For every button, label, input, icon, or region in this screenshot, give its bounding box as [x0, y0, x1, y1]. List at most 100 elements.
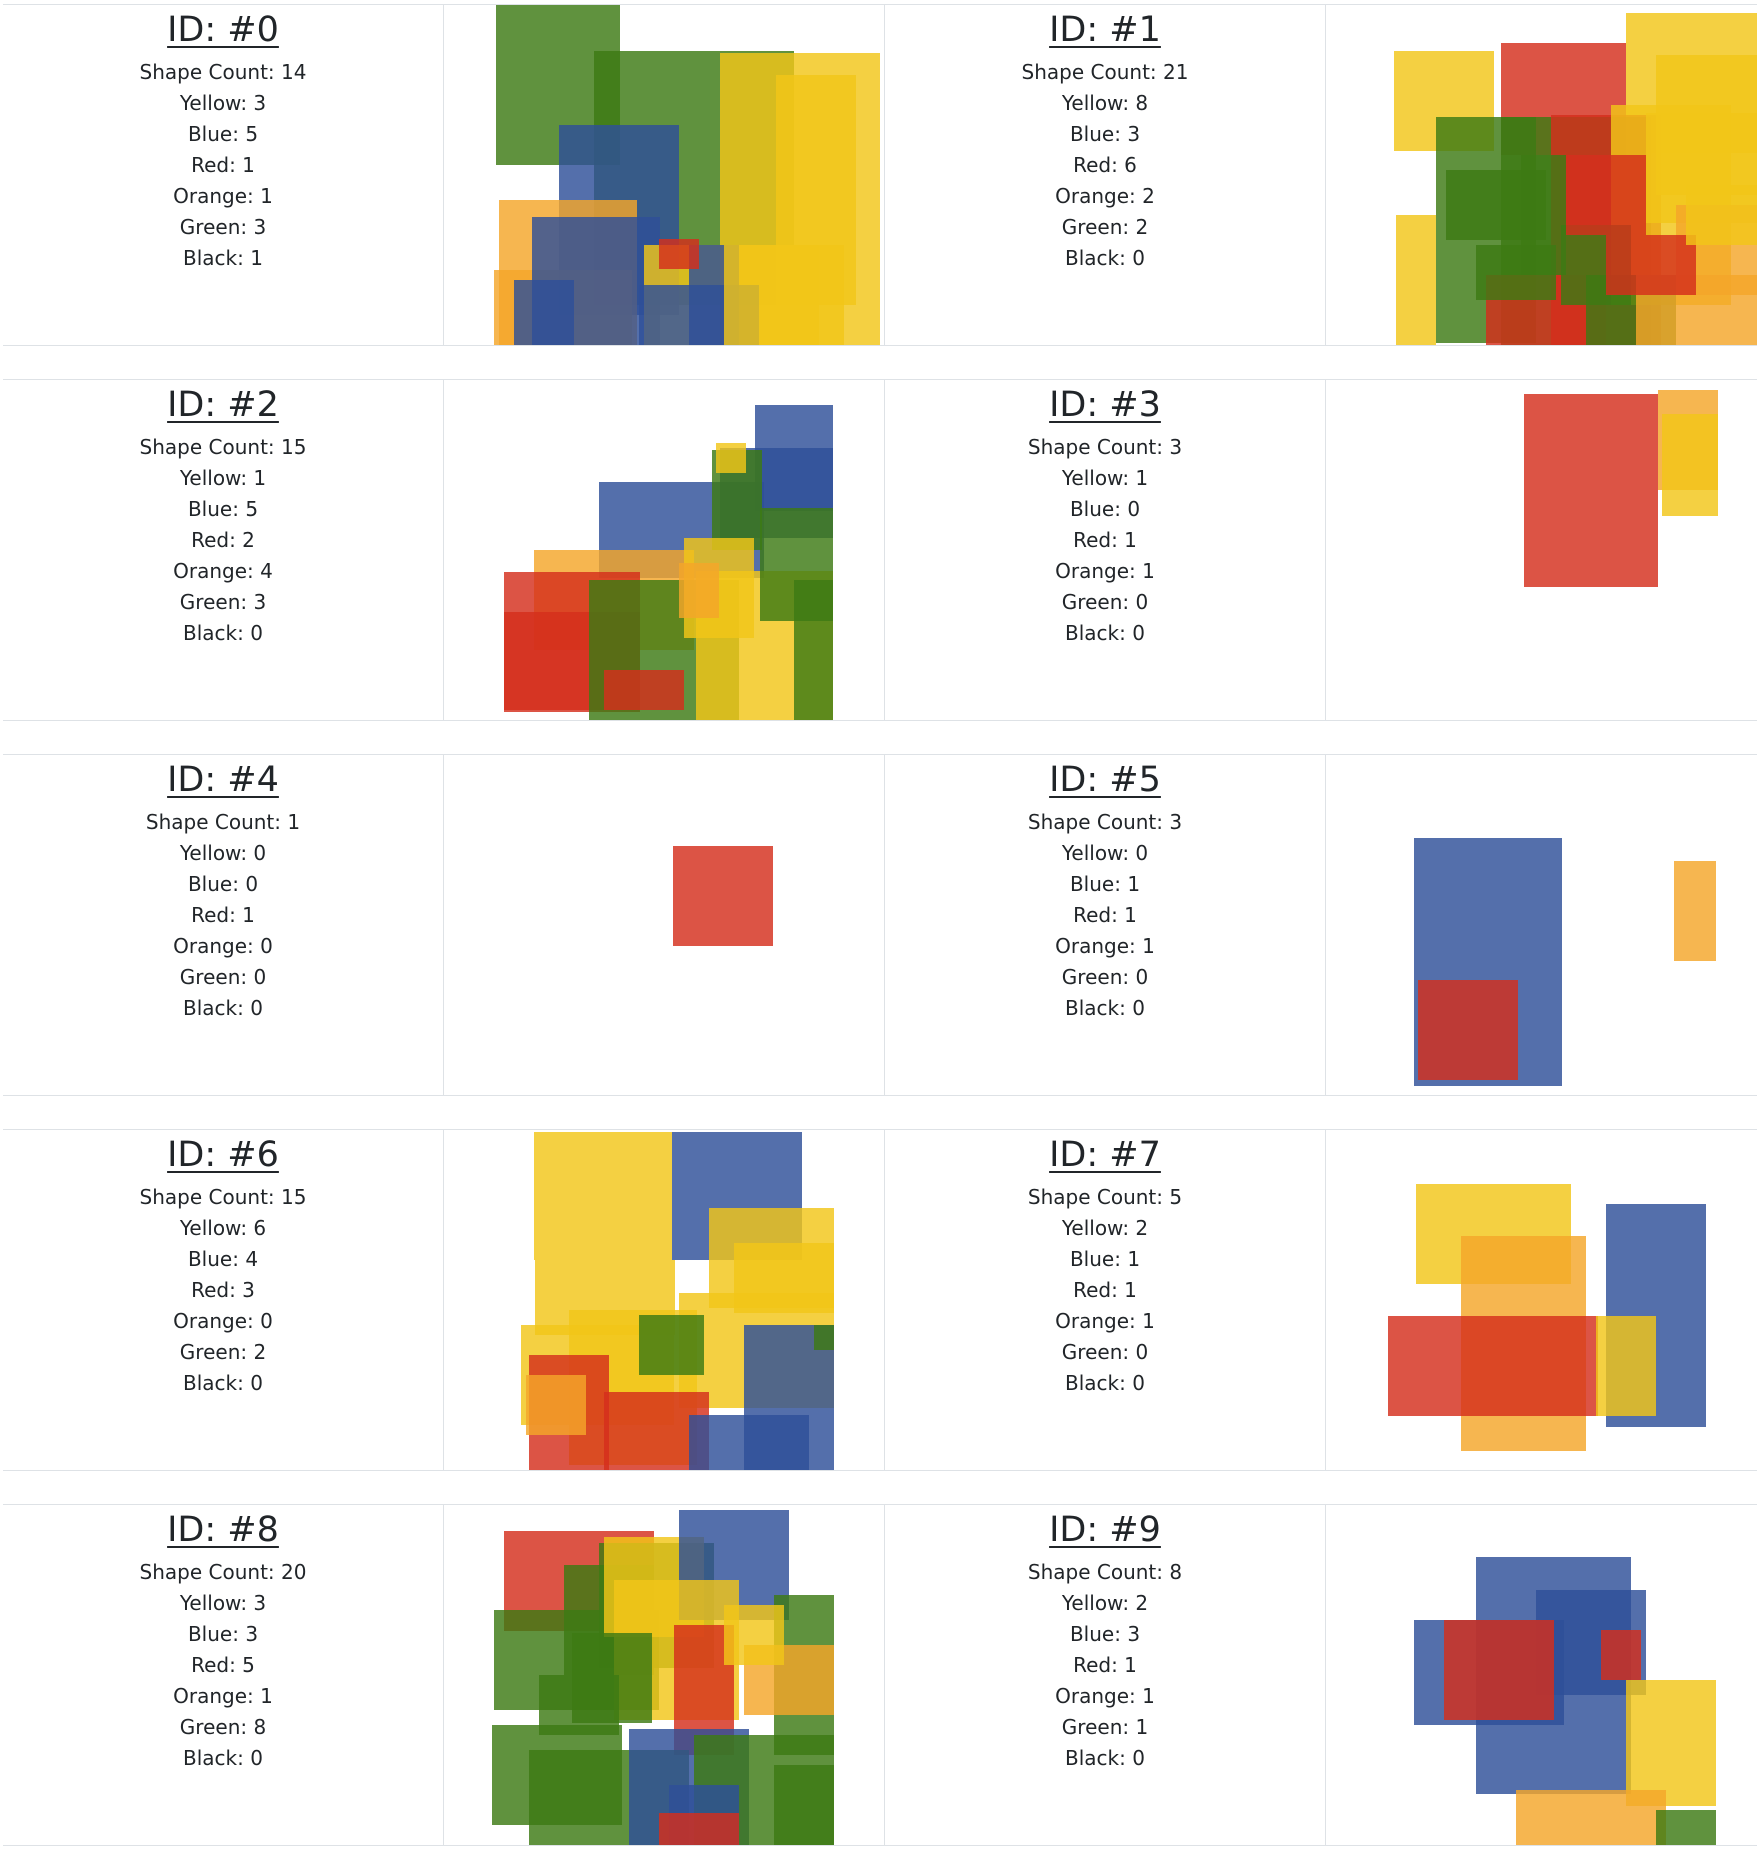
card-row: ID: #8 Shape Count: 20 Yellow: 3 Blue: 3… — [3, 1504, 1757, 1846]
green-rectangle — [539, 1675, 619, 1735]
shape-canvas-0 — [444, 5, 884, 345]
red-rectangle — [659, 239, 699, 269]
shape-canvas-3 — [1326, 380, 1757, 720]
stat-red: Red: 6 — [1073, 153, 1137, 177]
shape-canvas-2 — [444, 380, 884, 720]
stat-green: Green: 2 — [179, 1340, 267, 1364]
yellow-rectangle — [1656, 55, 1757, 195]
stat-black: Black: 0 — [1065, 621, 1145, 645]
stat-orange: Orange: 2 — [1055, 184, 1155, 208]
card-info-0: ID: #0 Shape Count: 14 Yellow: 3 Blue: 5… — [3, 5, 443, 345]
stat-red: Red: 1 — [1073, 1653, 1137, 1677]
stat-black: Black: 1 — [183, 246, 263, 270]
stat-orange: Orange: 4 — [173, 559, 273, 583]
stat-green: Green: 0 — [1061, 965, 1149, 989]
stat-green: Green: 2 — [1061, 215, 1149, 239]
stat-orange: Orange: 1 — [173, 1684, 273, 1708]
stat-shape-count: Shape Count: 5 — [1027, 1185, 1183, 1209]
stat-shape-count: Shape Count: 15 — [139, 1185, 307, 1209]
stat-shape-count: Shape Count: 15 — [139, 435, 307, 459]
card-info-1: ID: #1 Shape Count: 21 Yellow: 8 Blue: 3… — [885, 5, 1325, 345]
stat-red: Red: 1 — [191, 903, 255, 927]
stat-orange: Orange: 1 — [1055, 559, 1155, 583]
stat-yellow: Yellow: 1 — [1061, 466, 1149, 490]
stat-yellow: Yellow: 2 — [1061, 1591, 1149, 1615]
card-title: ID: #4 — [167, 760, 279, 800]
stat-yellow: Yellow: 1 — [179, 466, 267, 490]
red-rectangle — [1418, 980, 1518, 1080]
stat-yellow: Yellow: 8 — [1061, 91, 1149, 115]
card-row: ID: #0 Shape Count: 14 Yellow: 3 Blue: 5… — [3, 4, 1757, 346]
orange-rectangle — [526, 1375, 586, 1435]
shape-canvas-8 — [444, 1505, 884, 1845]
red-rectangle — [1388, 1316, 1598, 1416]
yellow-rectangle — [724, 245, 819, 345]
stat-shape-count: Shape Count: 3 — [1027, 435, 1183, 459]
card-stats: Shape Count: 15 Yellow: 6 Blue: 4 Red: 3… — [3, 1182, 443, 1399]
stat-yellow: Yellow: 6 — [179, 1216, 267, 1240]
card-info-3: ID: #3 Shape Count: 3 Yellow: 1 Blue: 0 … — [885, 380, 1325, 720]
red-rectangle — [1524, 394, 1658, 587]
shape-canvas-4 — [444, 755, 884, 1095]
stat-blue: Blue: 3 — [1069, 1622, 1141, 1646]
blue-rectangle — [689, 1415, 809, 1470]
yellow-rectangle — [1686, 185, 1757, 245]
card-title: ID: #3 — [1049, 385, 1161, 425]
stat-orange: Orange: 1 — [1055, 1309, 1155, 1333]
stat-blue: Blue: 5 — [187, 122, 259, 146]
stat-green: Green: 0 — [1061, 1340, 1149, 1364]
red-rectangle — [604, 670, 684, 710]
card-stats: Shape Count: 21 Yellow: 8 Blue: 3 Red: 6… — [885, 57, 1325, 274]
card-stats: Shape Count: 14 Yellow: 3 Blue: 5 Red: 1… — [3, 57, 443, 274]
stat-green: Green: 3 — [179, 590, 267, 614]
stat-yellow: Yellow: 3 — [179, 91, 267, 115]
stat-green: Green: 0 — [1061, 590, 1149, 614]
green-rectangle — [1656, 1810, 1716, 1845]
card-row: ID: #4 Shape Count: 1 Yellow: 0 Blue: 0 … — [3, 754, 1757, 1096]
stat-shape-count: Shape Count: 1 — [145, 810, 301, 834]
stat-shape-count: Shape Count: 14 — [139, 60, 307, 84]
green-rectangle — [774, 1765, 834, 1845]
stat-red: Red: 1 — [1073, 903, 1137, 927]
shape-canvas-5 — [1326, 755, 1757, 1095]
card-title: ID: #9 — [1049, 1510, 1161, 1550]
stat-black: Black: 0 — [183, 996, 263, 1020]
card-info-6: ID: #6 Shape Count: 15 Yellow: 6 Blue: 4… — [3, 1130, 443, 1470]
red-rectangle — [1444, 1620, 1554, 1720]
card-title: ID: #5 — [1049, 760, 1161, 800]
stat-blue: Blue: 5 — [187, 497, 259, 521]
card-stats: Shape Count: 3 Yellow: 1 Blue: 0 Red: 1 … — [885, 432, 1325, 649]
stat-red: Red: 1 — [1073, 1278, 1137, 1302]
red-rectangle — [673, 846, 773, 946]
card-title: ID: #8 — [167, 1510, 279, 1550]
card-stats: Shape Count: 20 Yellow: 3 Blue: 3 Red: 5… — [3, 1557, 443, 1774]
stat-blue: Blue: 0 — [187, 872, 259, 896]
stat-blue: Blue: 1 — [1069, 872, 1141, 896]
stat-yellow: Yellow: 2 — [1061, 1216, 1149, 1240]
stat-yellow: Yellow: 0 — [1061, 841, 1149, 865]
stat-red: Red: 1 — [191, 153, 255, 177]
card-stats: Shape Count: 8 Yellow: 2 Blue: 3 Red: 1 … — [885, 1557, 1325, 1774]
stat-shape-count: Shape Count: 8 — [1027, 1560, 1183, 1584]
stat-red: Red: 2 — [191, 528, 255, 552]
stat-green: Green: 1 — [1061, 1715, 1149, 1739]
red-rectangle — [659, 1813, 739, 1845]
card-title: ID: #1 — [1049, 10, 1161, 50]
yellow-rectangle — [1662, 414, 1718, 516]
stat-black: Black: 0 — [1065, 996, 1145, 1020]
stat-red: Red: 5 — [191, 1653, 255, 1677]
stat-yellow: Yellow: 3 — [179, 1591, 267, 1615]
stat-green: Green: 0 — [179, 965, 267, 989]
card-row: ID: #2 Shape Count: 15 Yellow: 1 Blue: 5… — [3, 379, 1757, 721]
green-rectangle — [1476, 245, 1556, 300]
stat-green: Green: 8 — [179, 1715, 267, 1739]
shape-canvas-9 — [1326, 1505, 1757, 1845]
card-title: ID: #2 — [167, 385, 279, 425]
card-stats: Shape Count: 3 Yellow: 0 Blue: 1 Red: 1 … — [885, 807, 1325, 1024]
stat-red: Red: 3 — [191, 1278, 255, 1302]
shape-canvas-1 — [1326, 5, 1757, 345]
card-title: ID: #7 — [1049, 1135, 1161, 1175]
red-rectangle — [1606, 235, 1696, 295]
shape-canvas-6 — [444, 1130, 884, 1470]
card-info-9: ID: #9 Shape Count: 8 Yellow: 2 Blue: 3 … — [885, 1505, 1325, 1845]
